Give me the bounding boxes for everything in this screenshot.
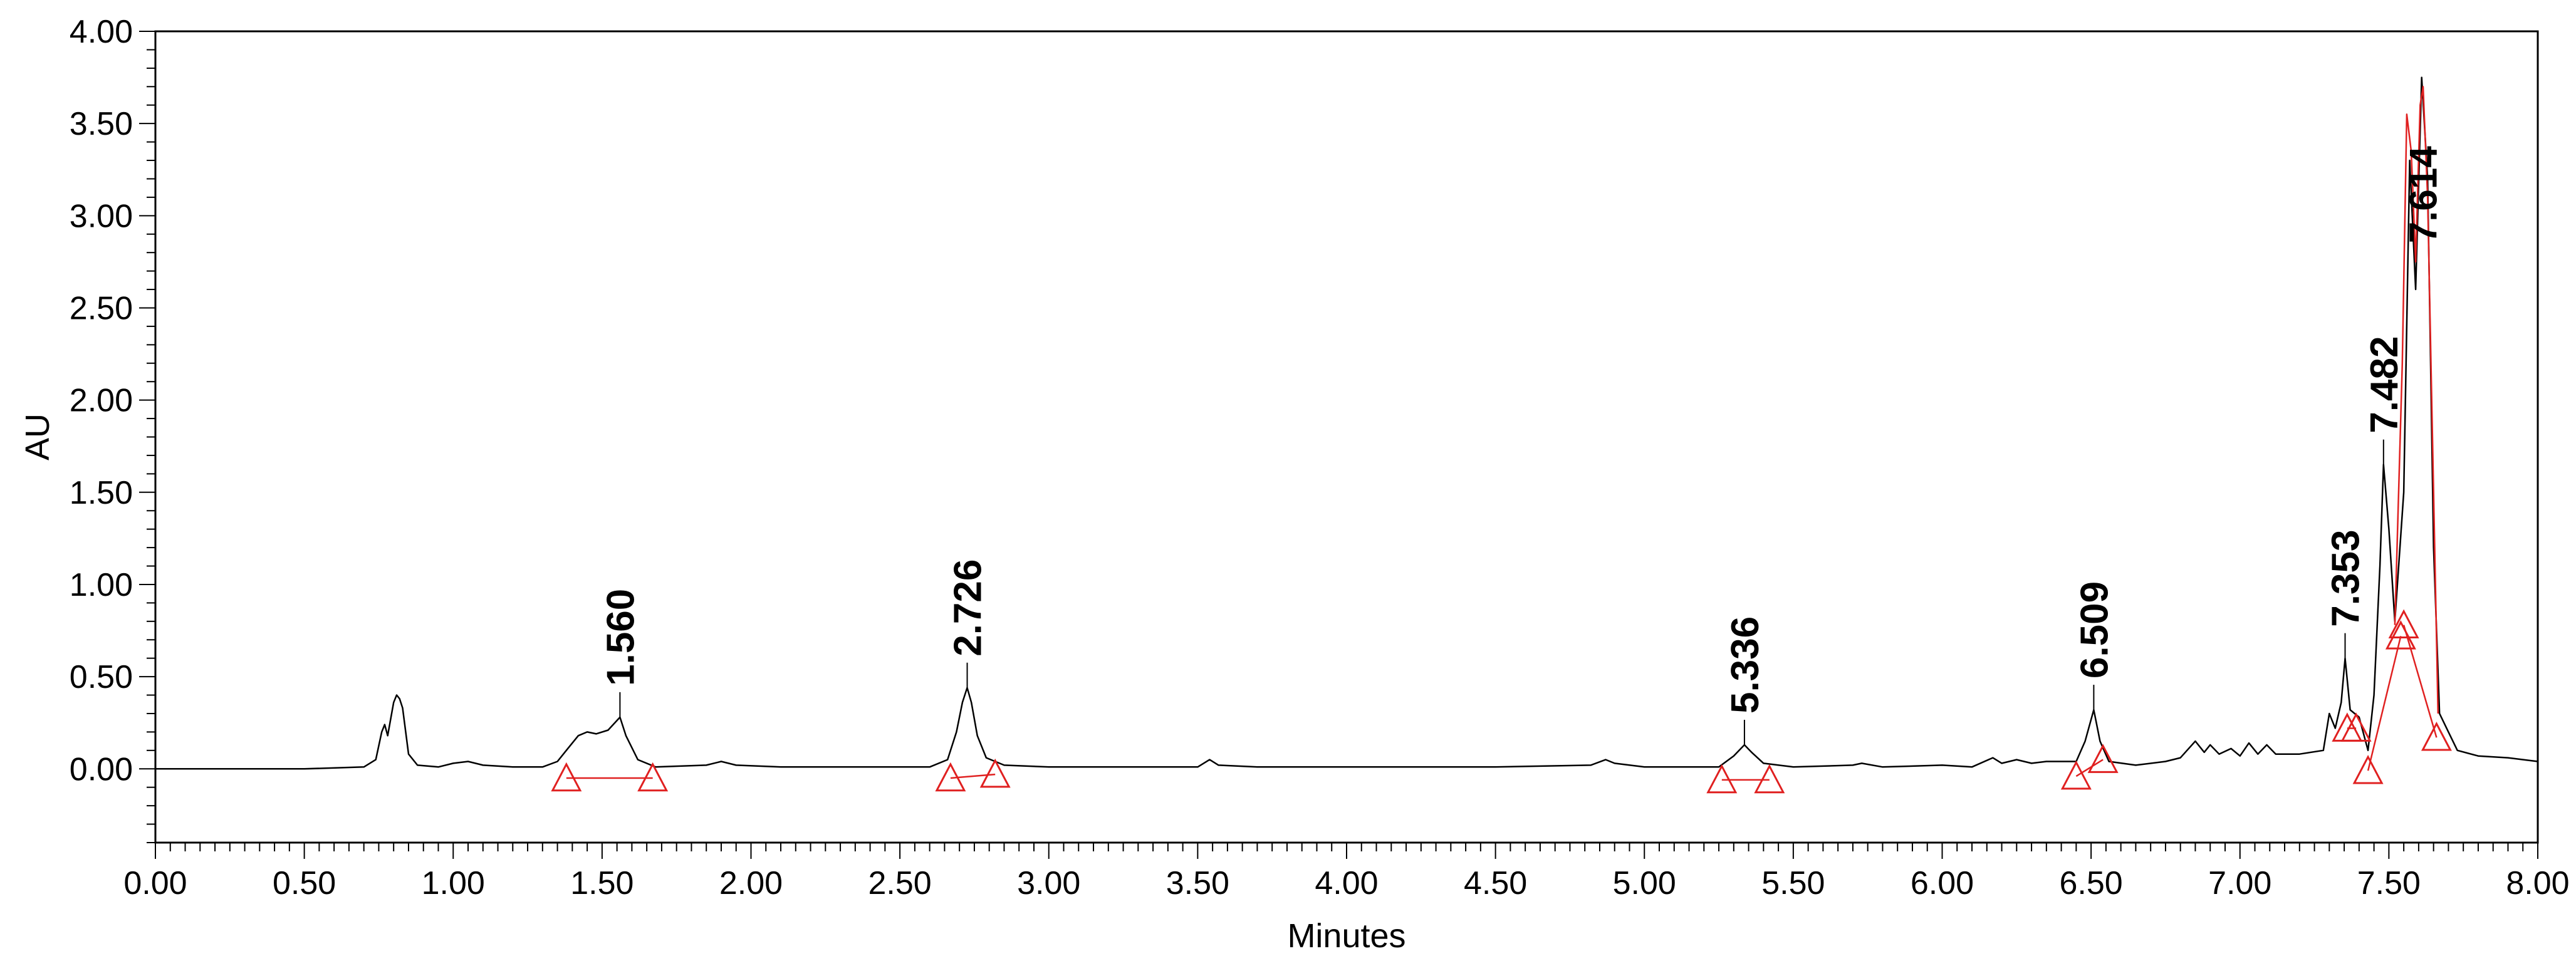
y-tick-label: 4.00	[70, 14, 133, 50]
peak-retention-label: 1.560	[599, 589, 642, 686]
x-tick-label: 1.50	[570, 865, 634, 901]
peak-retention-label: 7.353	[2325, 530, 2368, 627]
peak-boundary-marker	[2352, 754, 2384, 784]
peak-labels: 1.560 2.726 5.336 6.509 7.353 7.482 7.614	[599, 146, 2446, 745]
peak-retention-label: 7.614	[2402, 146, 2446, 244]
y-tick-label: 3.00	[70, 198, 133, 234]
peak-markers	[551, 609, 2452, 794]
x-tick-label: 5.00	[1613, 865, 1676, 901]
x-tick-label: 3.00	[1017, 865, 1080, 901]
peak-boundary-marker	[2388, 609, 2419, 639]
x-tick-label: 2.50	[868, 865, 932, 901]
x-axis-title: Minutes	[1287, 917, 1405, 955]
peak-boundary-marker	[2087, 744, 2119, 773]
integration-baselines	[566, 625, 2438, 781]
x-tick-label: 4.00	[1315, 865, 1378, 901]
y-tick-label: 2.00	[70, 383, 133, 419]
baseline-segment	[2367, 636, 2402, 771]
chromatogram-traces	[155, 76, 2538, 770]
peak-retention-label: 6.509	[2073, 581, 2116, 678]
peak-boundary-marker	[1706, 764, 1738, 794]
peak-boundary-marker	[637, 762, 669, 792]
x-tick-label: 6.00	[1911, 865, 1974, 901]
peak-boundary-marker	[551, 762, 582, 792]
y-axis-tick-labels: 0.00 0.50 1.00 1.50 2.00 2.50 3.00 3.50 4.00	[70, 14, 133, 787]
x-tick-label: 3.50	[1166, 865, 1229, 901]
y-tick-label: 0.50	[70, 659, 133, 695]
plot-frame	[154, 30, 2539, 844]
y-tick-label: 0.00	[70, 751, 133, 787]
x-tick-label: 6.50	[2060, 865, 2123, 901]
x-axis-tick-labels: 0.00 0.50 1.00 1.50 2.00 2.50 3.00 3.50 4.00 4.50…	[123, 865, 2569, 901]
axis-ticks	[139, 31, 2538, 859]
y-tick-label: 1.50	[70, 475, 133, 511]
peak-boundary-marker	[1754, 764, 1785, 794]
x-tick-label: 7.50	[2357, 865, 2421, 901]
x-tick-label: 2.00	[719, 865, 783, 901]
x-tick-label: 7.00	[2208, 865, 2271, 901]
peak-retention-label: 7.482	[2363, 336, 2406, 433]
baseline-segment	[2075, 759, 2104, 777]
peak-boundary-marker	[2421, 722, 2452, 751]
integration-trace	[2394, 86, 2439, 714]
x-tick-label: 0.50	[273, 865, 336, 901]
x-tick-label: 8.00	[2506, 865, 2569, 901]
x-tick-label: 0.00	[123, 865, 187, 901]
peak-retention-label: 2.726	[947, 559, 990, 657]
peak-boundary-marker	[2060, 760, 2092, 790]
peak-boundary-marker	[2385, 620, 2416, 650]
peak-boundary-marker	[979, 758, 1011, 788]
peak-retention-label: 5.336	[1724, 616, 1767, 714]
y-tick-label: 3.50	[70, 106, 133, 142]
x-tick-label: 1.00	[422, 865, 485, 901]
signal-trace	[155, 76, 2538, 770]
peak-boundary-marker	[935, 762, 966, 792]
x-tick-label: 5.50	[1761, 865, 1825, 901]
y-axis-title: AU	[19, 413, 56, 460]
peak-boundary-marker	[2340, 712, 2372, 742]
y-tick-label: 2.50	[70, 290, 133, 326]
x-tick-label: 4.50	[1464, 865, 1527, 901]
y-tick-label: 1.00	[70, 567, 133, 603]
baseline-segment	[2402, 625, 2438, 738]
